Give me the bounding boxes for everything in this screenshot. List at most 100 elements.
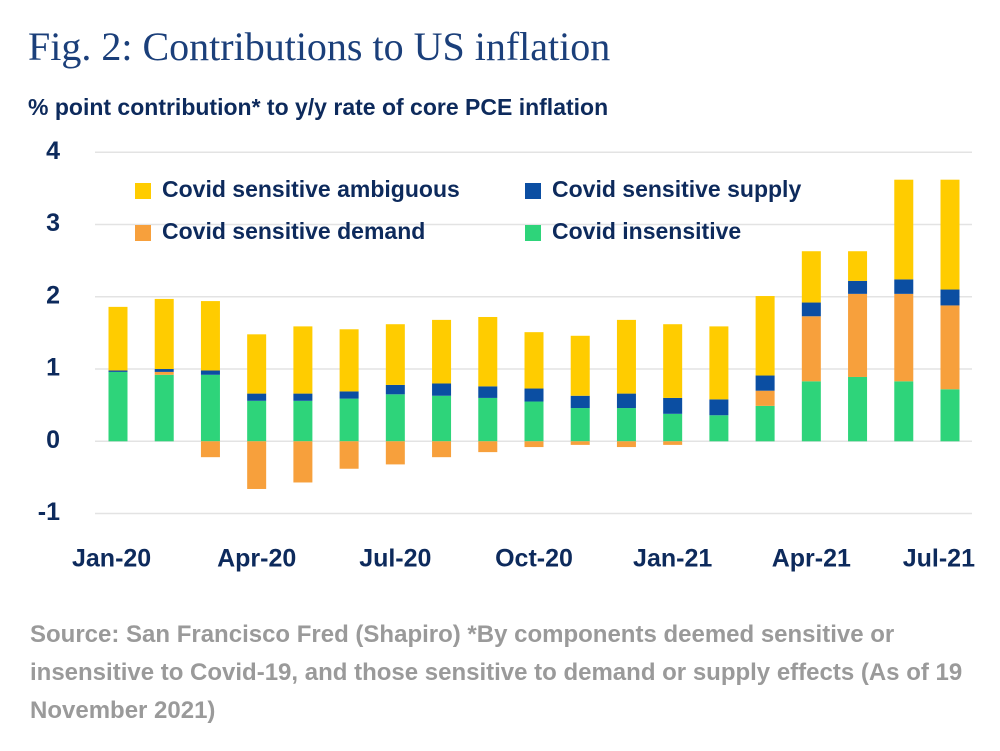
bar-segment xyxy=(940,179,960,290)
bar-segment xyxy=(200,370,220,375)
bar-segment xyxy=(247,334,267,394)
x-tick-label: Jan-20 xyxy=(72,545,151,573)
bar-segment xyxy=(432,383,452,396)
bar-segment xyxy=(524,332,544,389)
bar-segment xyxy=(293,441,313,483)
bar-segment xyxy=(339,329,359,392)
chart-title: Fig. 2: Contributions to US inflation xyxy=(28,24,610,69)
bar-segment xyxy=(385,394,405,442)
bar-segment xyxy=(154,371,174,375)
legend-swatch xyxy=(135,183,151,199)
bar-segment xyxy=(385,384,405,395)
bar-segment xyxy=(755,375,775,391)
bar-segment xyxy=(293,400,313,442)
bar-segment xyxy=(940,305,960,390)
legend-swatch xyxy=(525,225,541,241)
bar-segment xyxy=(848,376,868,442)
x-tick-label: Jul-21 xyxy=(903,545,975,573)
bar-segment xyxy=(200,374,220,442)
legend-swatch xyxy=(525,183,541,199)
bar-segment xyxy=(848,251,868,281)
bar-segment xyxy=(616,319,636,394)
bar-segment xyxy=(894,381,914,442)
y-tick-label: 1 xyxy=(46,354,60,382)
bar-segment xyxy=(848,280,868,294)
bar-segment xyxy=(616,408,636,442)
bar-segment xyxy=(154,374,174,442)
bar-segment xyxy=(108,370,128,372)
bar-segment xyxy=(755,405,775,442)
legend-label: Covid sensitive supply xyxy=(552,176,801,202)
y-tick-label: 4 xyxy=(46,137,60,165)
bar-segment xyxy=(801,302,821,317)
legend-label: Covid insensitive xyxy=(552,218,741,244)
bar-segment xyxy=(663,413,683,442)
legend-label: Covid sensitive demand xyxy=(162,218,425,244)
bar-segment xyxy=(339,391,359,399)
legend-label: Covid sensitive ambiguous xyxy=(162,176,460,202)
bar-segment xyxy=(940,389,960,442)
bar-segment xyxy=(200,301,220,371)
bar-segment xyxy=(709,326,729,400)
bar-segment xyxy=(154,298,174,370)
bar-segment xyxy=(801,381,821,442)
bar-segment xyxy=(940,289,960,306)
bar-segment xyxy=(293,326,313,394)
bar-segment xyxy=(848,293,868,377)
bar-segment xyxy=(801,316,821,382)
bar-segment xyxy=(432,395,452,442)
x-tick-label: Oct-20 xyxy=(495,545,573,573)
bar-segment xyxy=(247,400,267,442)
bar-segment xyxy=(616,441,636,448)
x-tick-label: Apr-21 xyxy=(772,545,851,573)
bar-segment xyxy=(801,251,821,303)
bar-segment xyxy=(432,441,452,458)
source-note: Source: San Francisco Fred (Shapiro) *By… xyxy=(30,621,963,724)
bar-segment xyxy=(432,319,452,384)
bar-segment xyxy=(478,397,498,442)
bar-segment xyxy=(709,415,729,442)
x-tick-label: Jan-21 xyxy=(633,545,712,573)
bar-segment xyxy=(293,393,313,401)
bar-segment xyxy=(894,293,914,382)
bar-segment xyxy=(108,306,128,371)
x-tick-label: Jul-20 xyxy=(359,545,431,573)
bar-segment xyxy=(570,441,590,445)
bar-segment xyxy=(247,441,267,489)
bar-segment xyxy=(385,324,405,385)
bar-segment xyxy=(894,279,914,294)
bar-segment xyxy=(339,441,359,469)
bar-segment xyxy=(570,395,590,409)
bar-segment xyxy=(663,441,683,445)
y-tick-label: 2 xyxy=(46,281,60,309)
y-tick-label: 3 xyxy=(46,209,60,237)
bar-segment xyxy=(524,401,544,442)
bar-segment xyxy=(616,393,636,409)
bar-segment xyxy=(478,386,498,398)
y-tick-label: -1 xyxy=(38,498,60,526)
bar-segment xyxy=(154,369,174,372)
bar-segment xyxy=(663,324,683,398)
legend-swatch xyxy=(135,225,151,241)
x-tick-label: Apr-20 xyxy=(217,545,296,573)
bar-segment xyxy=(478,316,498,387)
bar-segment xyxy=(755,296,775,376)
bar-segment xyxy=(339,398,359,442)
bar-segment xyxy=(478,441,498,453)
bar-segment xyxy=(894,179,914,280)
bar-segment xyxy=(200,441,220,458)
bar-segment xyxy=(524,388,544,402)
bar-segment xyxy=(247,393,267,401)
bar-segment xyxy=(385,441,405,465)
chart-subtitle: % point contribution* to y/y rate of cor… xyxy=(28,94,608,120)
bar-segment xyxy=(709,399,729,416)
bar-segment xyxy=(570,408,590,442)
bar-segment xyxy=(663,397,683,414)
bar-segment xyxy=(755,390,775,406)
bar-segment xyxy=(570,335,590,396)
y-tick-label: 0 xyxy=(46,426,60,454)
bar-segment xyxy=(108,371,128,442)
bar-segment xyxy=(524,441,544,448)
